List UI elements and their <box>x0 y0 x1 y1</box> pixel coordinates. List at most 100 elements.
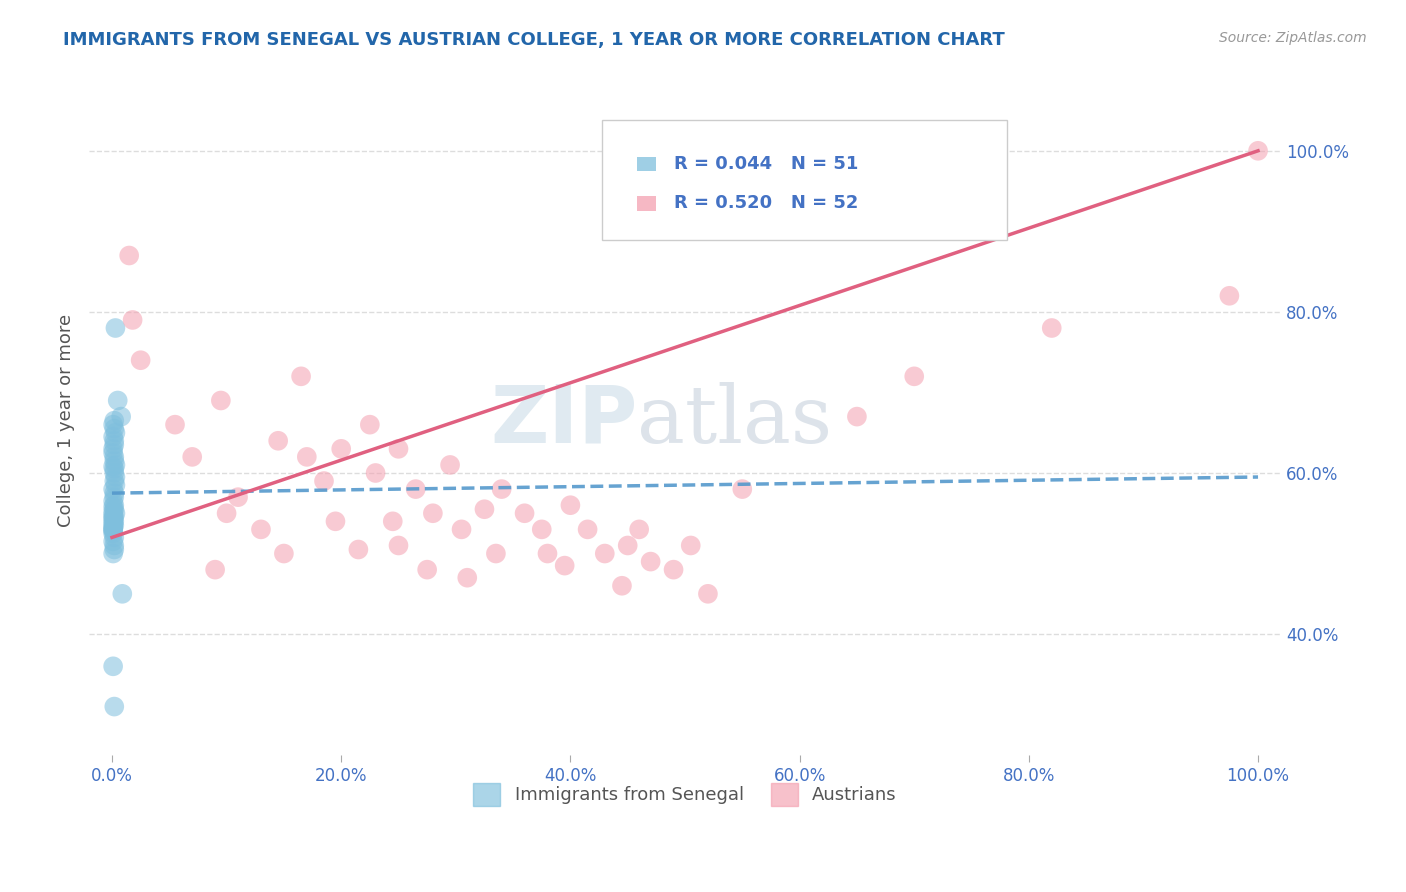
Point <box>103 539 125 553</box>
Point <box>101 482 124 496</box>
Point <box>101 430 124 444</box>
Point <box>101 446 124 460</box>
Point <box>101 417 124 432</box>
Bar <box>637 196 655 211</box>
Point <box>513 506 536 520</box>
Point <box>456 571 478 585</box>
Point <box>347 542 370 557</box>
Point <box>101 522 124 536</box>
Text: atlas: atlas <box>637 382 832 459</box>
Text: Source: ZipAtlas.com: Source: ZipAtlas.com <box>1219 31 1367 45</box>
Point <box>330 442 353 456</box>
Point <box>101 524 124 538</box>
FancyBboxPatch shape <box>602 120 1007 240</box>
Point <box>101 534 124 549</box>
Point <box>101 547 124 561</box>
Point <box>697 587 720 601</box>
Point <box>101 459 124 474</box>
Point <box>181 450 204 464</box>
Point <box>209 393 232 408</box>
Point <box>103 474 125 488</box>
Point <box>101 522 124 536</box>
Point <box>103 438 125 452</box>
Point <box>103 490 125 504</box>
Point <box>103 530 125 544</box>
Point <box>104 321 127 335</box>
Point <box>110 409 132 424</box>
Point <box>103 518 125 533</box>
Point <box>226 490 249 504</box>
Point <box>387 442 409 456</box>
Point <box>104 458 127 472</box>
Point <box>104 478 127 492</box>
Point <box>101 526 124 541</box>
Point <box>364 466 387 480</box>
Point <box>101 508 124 522</box>
Point <box>295 450 318 464</box>
Point <box>101 500 124 514</box>
Y-axis label: College, 1 year or more: College, 1 year or more <box>58 314 75 527</box>
Point <box>381 514 404 528</box>
Point <box>101 518 124 533</box>
Point <box>118 248 141 262</box>
Point <box>103 502 125 516</box>
Point <box>662 563 685 577</box>
Text: IMMIGRANTS FROM SENEGAL VS AUSTRIAN COLLEGE, 1 YEAR OR MORE CORRELATION CHART: IMMIGRANTS FROM SENEGAL VS AUSTRIAN COLL… <box>63 31 1005 49</box>
Point <box>536 547 558 561</box>
Point <box>103 498 125 512</box>
Point <box>325 514 347 528</box>
Point <box>576 522 599 536</box>
Point <box>628 522 651 536</box>
Point <box>103 486 125 500</box>
Point <box>530 522 553 536</box>
Point <box>250 522 273 536</box>
Point <box>103 434 125 448</box>
Point <box>267 434 290 448</box>
Point <box>103 699 125 714</box>
Point <box>731 482 754 496</box>
Point <box>560 498 582 512</box>
Point <box>101 494 124 508</box>
Point <box>163 417 186 432</box>
Point <box>593 547 616 561</box>
Point <box>903 369 925 384</box>
Point <box>610 579 633 593</box>
Point <box>1247 144 1270 158</box>
Point <box>103 450 125 464</box>
Point <box>312 474 335 488</box>
Point <box>101 442 124 456</box>
Point <box>103 542 125 557</box>
Point <box>273 547 295 561</box>
Point <box>422 506 444 520</box>
Point <box>101 521 124 535</box>
Point <box>439 458 461 472</box>
Point <box>450 522 472 536</box>
Point <box>290 369 312 384</box>
Point <box>101 510 124 524</box>
Point <box>491 482 513 496</box>
Point <box>616 539 638 553</box>
Point <box>104 470 127 484</box>
Point <box>405 482 427 496</box>
Point <box>215 506 238 520</box>
Point <box>359 417 381 432</box>
Point <box>485 547 508 561</box>
Point <box>107 393 129 408</box>
Point <box>104 506 127 520</box>
Point <box>474 502 496 516</box>
Point <box>1218 289 1240 303</box>
Point <box>387 539 409 553</box>
Point <box>103 422 125 436</box>
Legend: Immigrants from Senegal, Austrians: Immigrants from Senegal, Austrians <box>465 776 904 813</box>
Point <box>121 313 143 327</box>
Point <box>101 513 124 527</box>
Point <box>103 466 125 480</box>
Point <box>640 555 662 569</box>
Text: ZIP: ZIP <box>491 382 637 459</box>
Point <box>101 505 124 519</box>
Point <box>104 425 127 440</box>
Point <box>129 353 152 368</box>
Point <box>679 539 702 553</box>
Text: R = 0.044   N = 51: R = 0.044 N = 51 <box>673 155 858 173</box>
Bar <box>637 157 655 171</box>
